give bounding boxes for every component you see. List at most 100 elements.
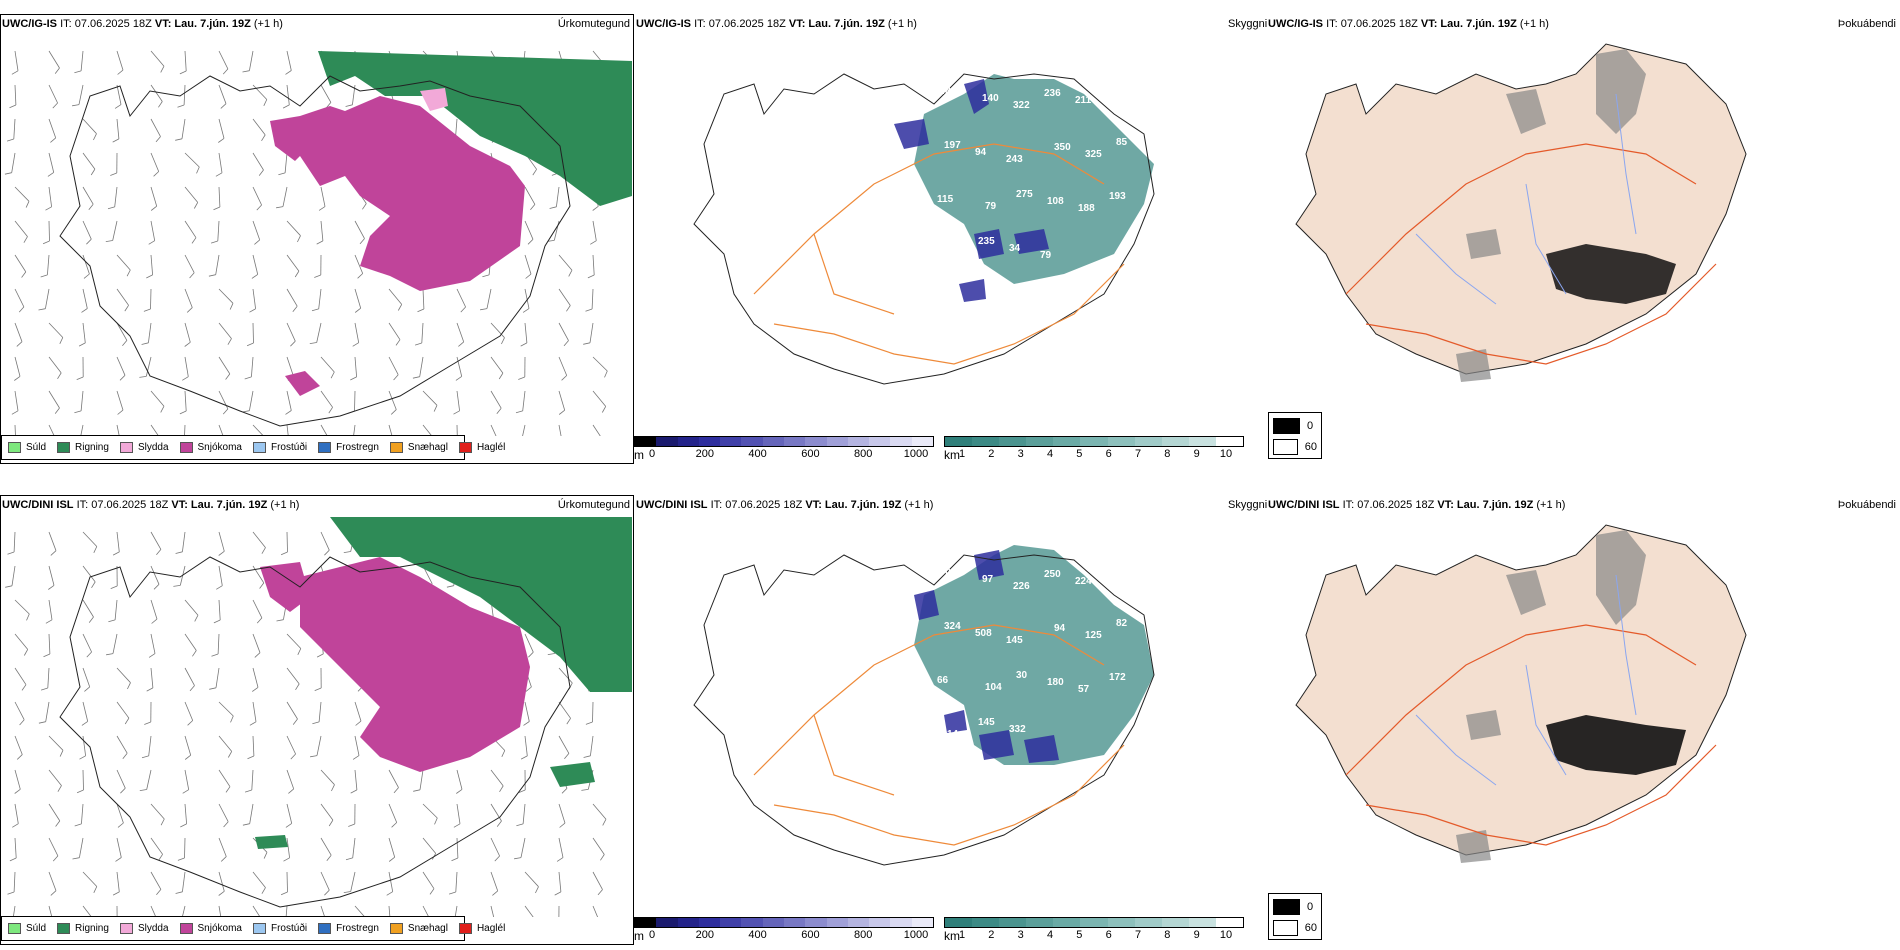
wind-barb <box>354 220 365 239</box>
wind-barb-flag <box>40 274 48 278</box>
wind-barb-flag <box>324 549 330 556</box>
wind-barb-flag <box>156 889 162 896</box>
wind-barb-flag <box>155 136 161 143</box>
wind-barb-flag <box>350 376 357 381</box>
wind-barb-flag <box>83 273 90 279</box>
wind-barb-flag <box>177 857 185 861</box>
legend-item: Rigning <box>57 923 109 934</box>
panel-type-label: Þokuábendi <box>1837 499 1896 511</box>
wind-barb <box>252 424 265 436</box>
wind-barb-flag <box>280 551 288 556</box>
wind-barb <box>354 254 364 274</box>
cloud-base-label: 200 <box>934 567 951 578</box>
cloud-base-label: 188 <box>1078 203 1095 214</box>
wind-barb-flag <box>326 102 332 109</box>
legend-item: Snæhagl <box>389 923 448 934</box>
wind-barb <box>150 565 160 585</box>
wind-barb <box>592 424 601 436</box>
legend-swatch <box>458 923 472 934</box>
cloud-base-label: 104 <box>985 682 1002 693</box>
wind-barb-flag <box>393 374 399 381</box>
wind-barb <box>490 356 504 374</box>
wind-barb <box>286 667 300 685</box>
wind-barb <box>150 118 161 137</box>
cloud-base-label: 350 <box>1054 142 1071 153</box>
wind-barb <box>286 220 301 236</box>
wind-barb <box>184 837 186 859</box>
wind-barb-flag <box>230 715 234 723</box>
wind-barb-flag <box>55 820 61 827</box>
wind-barb <box>14 667 27 685</box>
wind-barb-flag <box>210 240 218 244</box>
wind-barb <box>249 803 254 824</box>
wind-barb <box>184 769 190 790</box>
wind-barb <box>388 288 403 305</box>
colorbar-tick-label: 400 <box>748 448 767 460</box>
wind-barb <box>14 701 25 720</box>
cloudbase-area <box>914 550 1059 763</box>
wind-barb <box>354 701 362 722</box>
cloud-base-label: 180 <box>1047 677 1064 688</box>
wind-barb <box>148 735 152 756</box>
wind-barb-flag <box>254 239 260 245</box>
wind-barb <box>150 599 158 620</box>
wind-barb <box>82 871 98 887</box>
panel-title: UWC/IG-IS IT: 07.06.2025 18Z VT: Lau. 7.… <box>636 18 917 30</box>
colorbar-cell <box>1053 918 1081 927</box>
legend-item: Súld <box>8 923 46 934</box>
wind-barb-flag <box>587 274 595 279</box>
wind-barb <box>82 531 98 547</box>
cloud-base-label: 197 <box>944 140 961 151</box>
colorbar-cell <box>698 437 721 446</box>
cloud-base-label: 508 <box>975 628 992 639</box>
cloud-base-label: 145 <box>978 717 995 728</box>
wind-barb-flag <box>496 820 502 827</box>
wind-barb <box>316 735 322 756</box>
wind-barb-flag <box>38 308 46 311</box>
wind-barb <box>286 633 302 649</box>
legend-swatch <box>57 442 71 453</box>
colorbar-tick-label: 200 <box>695 929 714 941</box>
cloud-base-label: 145 <box>1006 635 1023 646</box>
snow-area-north <box>300 96 525 291</box>
wind-barb-flag <box>276 619 284 622</box>
wind-barb <box>48 633 51 655</box>
wind-barb-flag <box>184 754 191 760</box>
wind-barb <box>184 288 193 308</box>
wind-barb <box>14 735 23 755</box>
wind-barb <box>422 424 433 436</box>
wind-barb-flag <box>158 854 163 861</box>
wind-barb-flag <box>532 169 537 176</box>
wind-barb <box>252 701 257 722</box>
wind-barb-flag <box>57 785 62 792</box>
wind-barb <box>184 220 197 238</box>
wind-barb <box>354 769 358 790</box>
wind-barb <box>422 871 435 889</box>
cloudbase-colorbar: 0 200 400 600 800 1000 <box>634 917 934 942</box>
wind-barb-flag <box>527 239 534 245</box>
wind-barb-flag <box>112 138 120 143</box>
wind-barb-flag <box>182 376 189 381</box>
wind-barb-flag <box>52 102 58 109</box>
wind-barb <box>148 322 152 343</box>
legend-item: Frostúði <box>252 923 307 934</box>
wind-barb <box>184 186 199 203</box>
colorbar-tick-label: 9 <box>1193 929 1200 941</box>
wind-barb-flag <box>76 789 84 794</box>
wind-barb-flag <box>74 70 82 74</box>
wind-barb <box>558 322 569 341</box>
wind-barb <box>524 735 528 756</box>
wind-barb <box>218 390 229 410</box>
wind-barb-flag <box>261 547 266 554</box>
colorbar-tick-label: 6 <box>1105 448 1112 460</box>
visibility-label: Skyggni <box>1228 18 1268 30</box>
wind-barb-flag <box>297 648 302 655</box>
wind-barb-flag <box>244 376 252 380</box>
wind-barb-flag <box>480 308 488 311</box>
wind-barb-flag <box>547 653 555 655</box>
colorbar-cell <box>1215 918 1244 927</box>
wind-barb <box>286 50 292 71</box>
cloud-base-label: 193 <box>1109 191 1126 202</box>
wind-barb <box>184 701 194 721</box>
colorbar-cell <box>698 918 721 927</box>
